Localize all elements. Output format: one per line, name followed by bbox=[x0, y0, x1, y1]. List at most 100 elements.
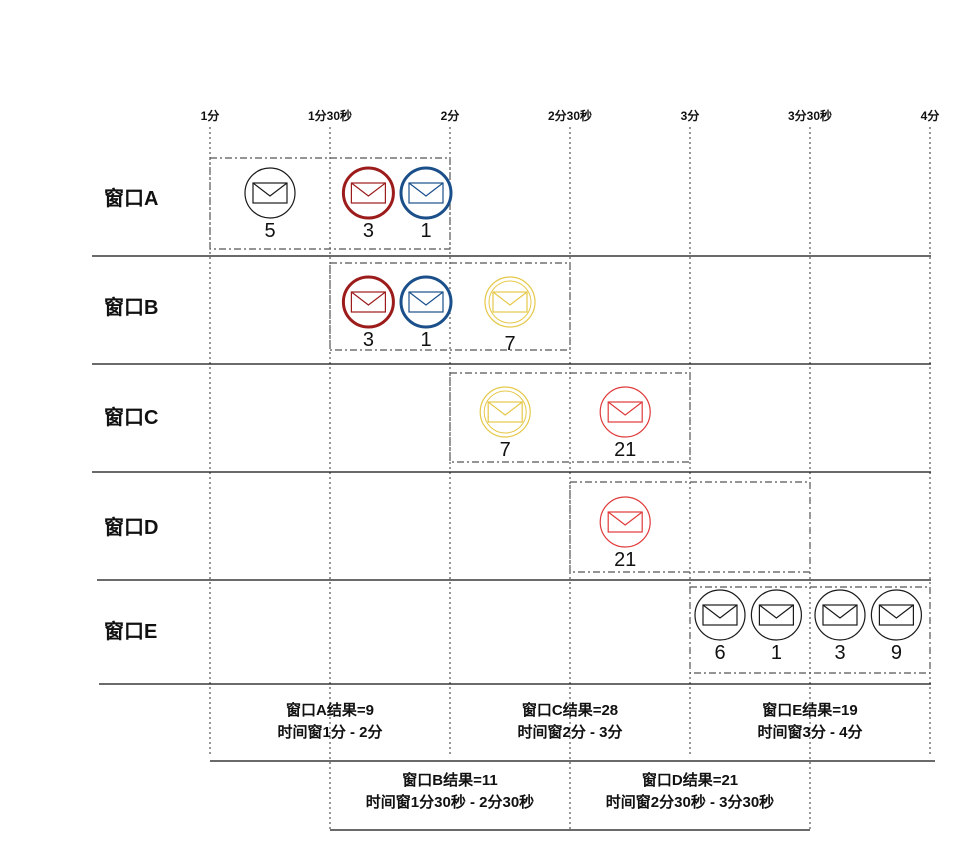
message-icon: 3 bbox=[814, 589, 866, 664]
envelope-flap bbox=[702, 604, 738, 619]
message-value: 7 bbox=[500, 439, 511, 461]
envelope-body bbox=[350, 291, 386, 313]
message-value: 1 bbox=[771, 642, 782, 664]
message-circle bbox=[599, 386, 651, 438]
envelope-flap bbox=[351, 182, 386, 197]
tick-label: 3分 bbox=[681, 108, 700, 123]
message-circle bbox=[814, 589, 866, 641]
envelope-flap bbox=[879, 604, 914, 619]
envelope-body bbox=[822, 604, 858, 626]
results: 窗口A结果=9 时间窗1分 - 2分 窗口C结果=28 时间窗2分 - 3分 窗口E结果… bbox=[210, 701, 935, 831]
result-range: 时间窗2分30秒 - 3分30秒 bbox=[606, 793, 774, 811]
envelope-body bbox=[702, 604, 738, 626]
result-title: 窗口E结果=19 bbox=[762, 701, 857, 719]
result-title: 窗口C结果=28 bbox=[522, 701, 618, 719]
row-label: 窗口A bbox=[104, 186, 158, 210]
result-range: 时间窗1分30秒 - 2分30秒 bbox=[366, 793, 534, 811]
envelope-flap bbox=[487, 401, 523, 416]
message-circle bbox=[399, 275, 453, 329]
result-range: 时间窗3分 - 4分 bbox=[757, 723, 862, 741]
window-box bbox=[689, 586, 931, 674]
message-value: 3 bbox=[363, 220, 374, 242]
envelope-flap bbox=[408, 182, 444, 197]
message-circle bbox=[870, 589, 923, 641]
envelope-flap bbox=[607, 511, 643, 526]
envelope-flap bbox=[759, 604, 794, 619]
message-icon: 1 bbox=[399, 166, 453, 242]
message-inner-ring bbox=[488, 280, 532, 324]
envelope-body bbox=[487, 401, 523, 423]
message-icon: 9 bbox=[870, 589, 923, 664]
message-icon: 21 bbox=[599, 496, 651, 571]
message-icon: 7 bbox=[484, 276, 536, 355]
tick-label: 3分30秒 bbox=[788, 108, 832, 123]
envelope-body bbox=[758, 604, 795, 626]
message-icon: 6 bbox=[694, 589, 746, 664]
message-value: 5 bbox=[264, 220, 275, 242]
result-title: 窗口B结果=11 bbox=[402, 771, 497, 789]
message-value: 3 bbox=[363, 329, 374, 351]
message-icon: 1 bbox=[750, 589, 803, 664]
envelope-body bbox=[607, 511, 643, 533]
tick-labels: 1分 1分30秒 2分 2分30秒 3分 3分30秒 4分 bbox=[201, 108, 940, 123]
envelope-flap bbox=[822, 604, 858, 619]
window-boxes bbox=[209, 157, 931, 674]
message-circle bbox=[694, 589, 746, 641]
result-range: 时间窗2分 - 3分 bbox=[517, 723, 622, 741]
envelope-body bbox=[252, 182, 288, 204]
message-value: 21 bbox=[614, 439, 636, 461]
tick-label: 4分 bbox=[921, 108, 940, 123]
message-icon: 1 bbox=[399, 275, 453, 351]
message-circle bbox=[484, 276, 536, 328]
envelope-body bbox=[408, 291, 444, 313]
message-icon: 7 bbox=[479, 386, 531, 461]
message-circle bbox=[750, 589, 803, 641]
row-label: 窗口D bbox=[104, 515, 158, 539]
message-circle bbox=[244, 167, 296, 219]
window-box bbox=[449, 372, 691, 463]
row-separators bbox=[92, 255, 931, 685]
message-value: 3 bbox=[834, 642, 845, 664]
row-label: 窗口E bbox=[104, 619, 157, 643]
message-value: 9 bbox=[891, 642, 902, 664]
envelope-flap bbox=[252, 182, 288, 197]
window-box bbox=[329, 262, 571, 351]
row-labels: 窗口A 窗口B 窗口C 窗口D 窗口E bbox=[104, 186, 158, 643]
message-circle bbox=[599, 496, 651, 548]
tick-label: 1分 bbox=[201, 108, 220, 123]
message-value: 6 bbox=[714, 642, 725, 664]
message-circle bbox=[399, 166, 453, 220]
envelope-flap bbox=[607, 401, 643, 416]
tick-label: 2分30秒 bbox=[548, 108, 592, 123]
window-box bbox=[569, 481, 811, 573]
message-value: 1 bbox=[420, 329, 431, 351]
envelope-body bbox=[408, 182, 444, 204]
envelope-body bbox=[607, 401, 643, 423]
message-circle bbox=[479, 386, 531, 438]
envelope-body bbox=[492, 291, 528, 313]
message-icon: 5 bbox=[244, 167, 296, 242]
message-icon: 3 bbox=[341, 166, 395, 242]
message-value: 1 bbox=[420, 220, 431, 242]
message-circle bbox=[341, 275, 395, 329]
message-icon: 21 bbox=[599, 386, 651, 461]
message-circle bbox=[341, 166, 395, 220]
envelope-flap bbox=[408, 291, 444, 306]
messages: 5 3 1 3 1 7 7 21 21 6 1 3 9 bbox=[244, 166, 923, 664]
envelope-body bbox=[350, 182, 386, 204]
message-value: 21 bbox=[614, 549, 636, 571]
message-value: 7 bbox=[504, 333, 515, 355]
message-inner-ring bbox=[483, 390, 527, 434]
envelope-flap bbox=[492, 291, 528, 306]
result-title: 窗口A结果=9 bbox=[286, 701, 374, 719]
envelope-body bbox=[878, 604, 915, 626]
result-title: 窗口D结果=21 bbox=[642, 771, 738, 789]
message-icon: 3 bbox=[341, 275, 395, 351]
envelope-flap bbox=[351, 291, 386, 306]
tick-label: 1分30秒 bbox=[308, 108, 352, 123]
row-label: 窗口C bbox=[104, 405, 158, 429]
row-label: 窗口B bbox=[104, 295, 158, 319]
tick-label: 2分 bbox=[441, 108, 460, 123]
result-range: 时间窗1分 - 2分 bbox=[277, 723, 382, 741]
